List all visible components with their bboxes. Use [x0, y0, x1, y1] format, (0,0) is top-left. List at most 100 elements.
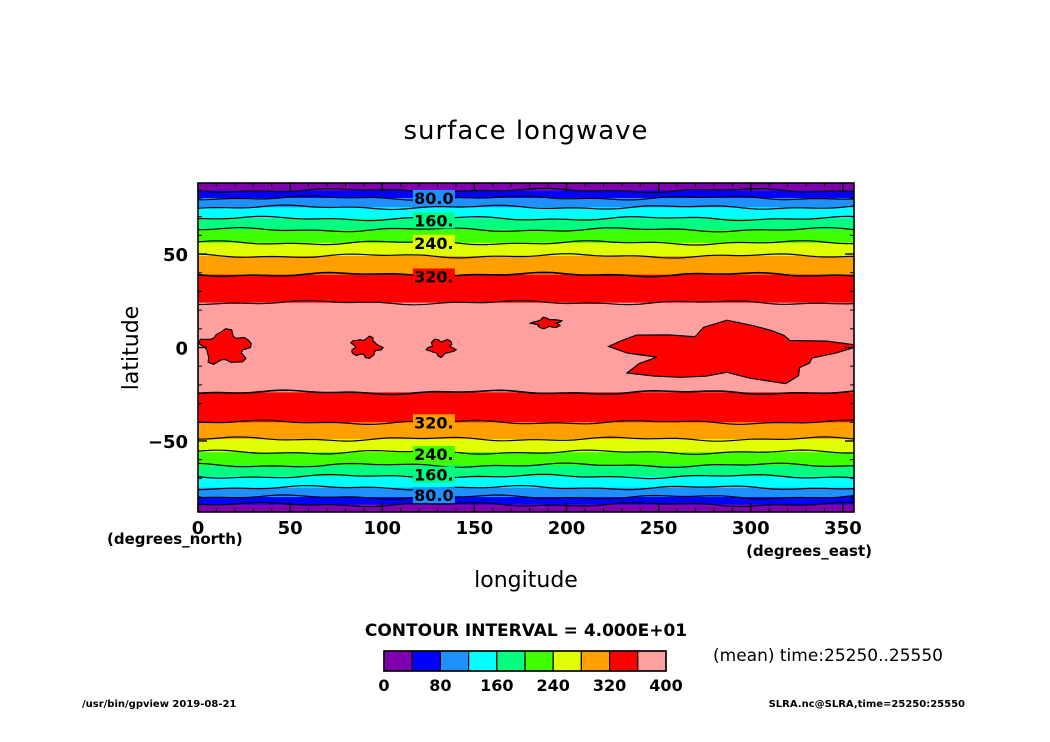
contour-label: 80.0: [414, 486, 453, 505]
contour-line: [198, 226, 854, 233]
contour-band: [198, 439, 854, 453]
contour-bands: [198, 183, 854, 512]
contour-line: [198, 204, 854, 211]
colorbar-label: 400: [649, 676, 682, 695]
contour-line: [198, 501, 854, 508]
x-tick-label: 100: [363, 518, 401, 539]
contour-band: [198, 504, 854, 512]
x-unit-label: (degrees_east): [746, 542, 872, 560]
contour-line: [198, 494, 854, 500]
x-tick-label: 300: [732, 518, 770, 539]
contour-band: [198, 242, 854, 257]
contour-label: 160.: [414, 466, 453, 485]
colorbar-cell: [411, 650, 442, 672]
footer-left: /usr/bin/gpview 2019-08-21: [82, 699, 236, 710]
tropical-region: [528, 316, 564, 330]
colorbar: [383, 650, 667, 672]
contour-label-bg: [412, 487, 455, 504]
colorbar-cell: [496, 650, 526, 672]
contour-line: [198, 389, 854, 396]
chart-title: surface longwave: [403, 116, 648, 146]
contour-label: 240.: [414, 234, 453, 253]
contour-band: [198, 465, 854, 478]
y-unit-label: (degrees_north): [107, 530, 243, 548]
colorbar-cell: [439, 650, 470, 672]
x-tick-label: 0: [192, 518, 205, 539]
tropical-region: [425, 338, 458, 359]
x-tick-label: 200: [548, 518, 586, 539]
y-axis-label: latitude: [119, 306, 144, 390]
contour-band: [198, 218, 854, 231]
colorbar-cell: [468, 650, 498, 672]
contour-band: [198, 487, 854, 498]
colorbar-label: 0: [378, 676, 389, 695]
colorbar-label: 160: [480, 676, 513, 695]
contour-line: [198, 187, 854, 194]
x-tick-label: 150: [456, 518, 494, 539]
contour-band: [198, 497, 854, 506]
contour-label-bg: [412, 189, 455, 206]
contour-label-bg: [412, 234, 455, 251]
tropical-region: [349, 335, 384, 360]
contour-band: [198, 422, 854, 440]
y-tick-label: −50: [148, 432, 188, 453]
contour-band: [198, 476, 854, 489]
colorbar-cell: [552, 650, 583, 672]
tropical-red-regions: [198, 316, 854, 385]
contour-label-bg: [412, 446, 455, 463]
colorbar-frame: [383, 650, 667, 672]
contour-band: [198, 183, 854, 192]
colorbar-cell: [383, 650, 413, 672]
contour-line: [198, 215, 854, 222]
contour-label: 320.: [414, 413, 453, 432]
contour-label: 240.: [414, 445, 453, 464]
colorbar-cell: [637, 650, 667, 672]
contour-line: [198, 195, 854, 201]
contour-line: [198, 419, 854, 426]
contour-band: [198, 197, 854, 208]
contour-line: [198, 253, 854, 259]
footer-right: SLRA.nc@SLRA,time=25250:25550: [769, 699, 965, 710]
contour-line: [198, 473, 854, 480]
contour-label: 80.0: [414, 189, 453, 208]
x-tick-label: 50: [278, 518, 303, 539]
contour-band: [198, 190, 854, 199]
contour-line: [198, 462, 854, 468]
contour-band: [198, 392, 854, 423]
contour-band: [198, 229, 854, 244]
contour-line: [198, 449, 854, 455]
contour-label: 160.: [414, 211, 453, 230]
colorbar-cell: [580, 650, 611, 672]
contour-band: [198, 274, 854, 304]
x-tick-label: 250: [640, 518, 678, 539]
contour-label-bg: [412, 414, 455, 431]
colorbar-label: 320: [593, 676, 626, 695]
x-tick-label: 350: [824, 518, 862, 539]
contour-line: [198, 240, 854, 246]
contour-line: [198, 484, 854, 491]
y-tick-label: 0: [175, 339, 188, 360]
contour-band: [198, 207, 854, 220]
contour-band: [198, 255, 854, 276]
colorbar-label: 80: [429, 676, 451, 695]
contour-label-bg: [412, 212, 455, 229]
axis-ticks: 0 50 100 150 200 250 300 350 50 0 −50: [148, 183, 862, 539]
colorbar-label: 240: [536, 676, 569, 695]
contour-band: [198, 452, 854, 466]
contour-interval: CONTOUR INTERVAL = 4.000E+01: [365, 621, 687, 641]
contour-label-bg: [412, 466, 455, 483]
contour-label: 320.: [414, 267, 453, 286]
colorbar-cell: [608, 650, 639, 672]
contour-line: [198, 271, 854, 278]
x-axis-label: longitude: [474, 568, 578, 593]
mean-time: (mean) time:25250..25550: [713, 646, 943, 666]
colorbar-labels: 0 80 160 240 320 400: [378, 676, 682, 695]
tropical-region: [606, 319, 854, 385]
contour-label-bg: [412, 268, 455, 285]
contour-line: [198, 299, 854, 306]
colorbar-cell: [524, 650, 554, 672]
y-tick-label: 50: [163, 245, 188, 266]
contour-lines: [198, 187, 854, 508]
